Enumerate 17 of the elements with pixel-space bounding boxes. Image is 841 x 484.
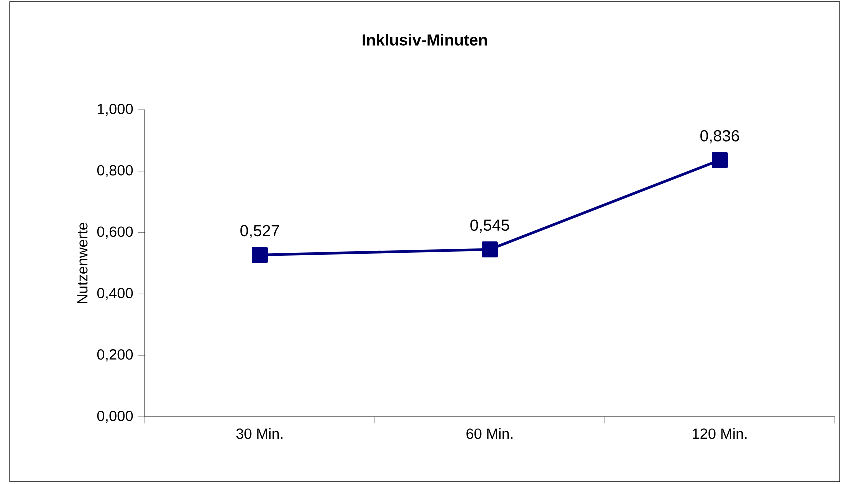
y-tick-label: 0,800 [97, 165, 134, 178]
point [712, 152, 728, 168]
point [252, 247, 268, 264]
x-tick-label: 120 Min. [692, 428, 747, 440]
y-tick-label: 0,400 [97, 288, 134, 300]
x-tick-label: 30 Min. [236, 428, 283, 440]
point [482, 242, 498, 258]
data-label: 0,545 [470, 220, 510, 233]
data-label: 0,836 [700, 130, 740, 144]
x-tick-label: 60 Min. [466, 428, 513, 440]
y-axis-title: Nutzenwerte [78, 222, 88, 304]
data-label: 0,527 [240, 225, 280, 238]
chart-title: Inklusiv-Minuten [362, 34, 488, 46]
y-tick-label: 0,000 [97, 410, 134, 424]
y-tick-label: 1,000 [98, 104, 134, 116]
y-tick-label: 0,200 [97, 350, 134, 362]
y-tick-label: 0,600 [97, 226, 134, 239]
